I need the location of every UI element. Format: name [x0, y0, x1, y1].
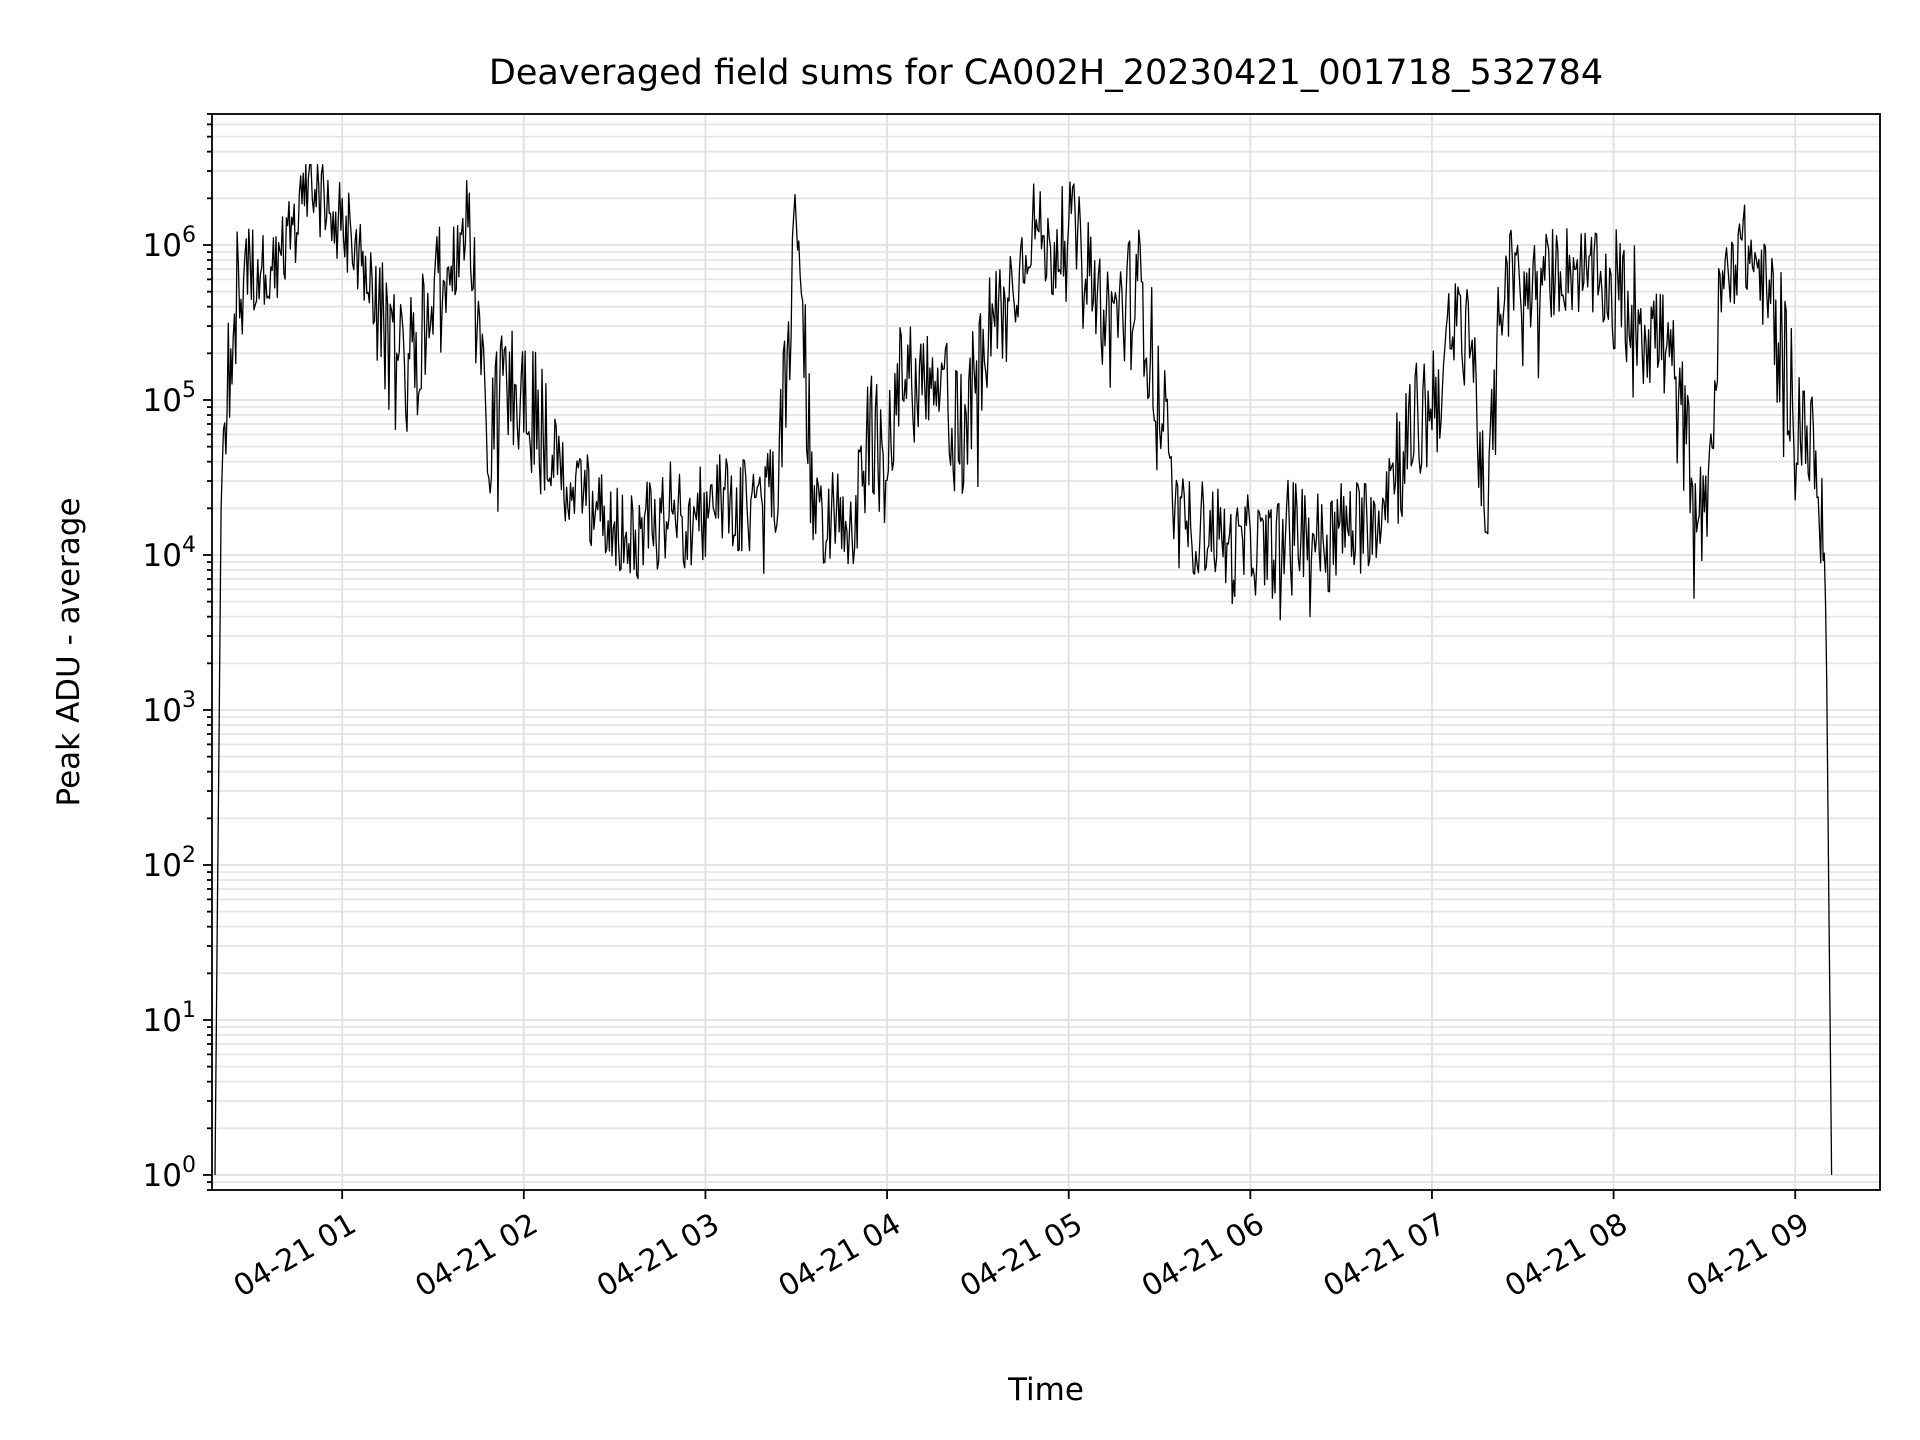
y-tick-label-base: 10	[143, 228, 182, 264]
y-tick-label-base: 10	[143, 383, 182, 419]
y-tick-label: 100	[143, 1153, 196, 1194]
y-tick-label: 105	[143, 378, 196, 419]
y-tick-label-base: 10	[143, 538, 182, 574]
y-tick-label-base: 10	[143, 693, 182, 729]
y-tick-label-exponent: 1	[182, 998, 196, 1023]
plot-frame	[211, 113, 1881, 1191]
y-tick-label: 103	[143, 688, 196, 729]
series-layer	[214, 163, 1833, 1176]
y-tick-label-exponent: 5	[182, 378, 196, 403]
y-axis-label: Peak ADU - average	[51, 497, 87, 806]
x-axis-label: Time	[1007, 1372, 1084, 1408]
y-tick-label-exponent: 0	[182, 1153, 196, 1178]
y-tick-label-base: 10	[143, 1003, 182, 1039]
series-line	[214, 163, 1833, 1176]
y-tick-label: 102	[143, 843, 196, 884]
y-tick-label: 106	[143, 223, 196, 264]
grid	[212, 113, 1880, 1191]
y-tick-label-exponent: 3	[182, 688, 196, 713]
y-tick-label-exponent: 6	[182, 223, 196, 248]
y-tick-label: 101	[143, 998, 196, 1039]
y-tick-label-exponent: 2	[182, 843, 196, 868]
y-tick-label-base: 10	[143, 848, 182, 884]
y-tick-label-base: 10	[143, 1158, 182, 1194]
y-tick-label-exponent: 4	[182, 533, 196, 558]
chart-title: Deaveraged field sums for CA002H_2023042…	[489, 53, 1603, 93]
y-tick-label: 104	[143, 533, 196, 574]
